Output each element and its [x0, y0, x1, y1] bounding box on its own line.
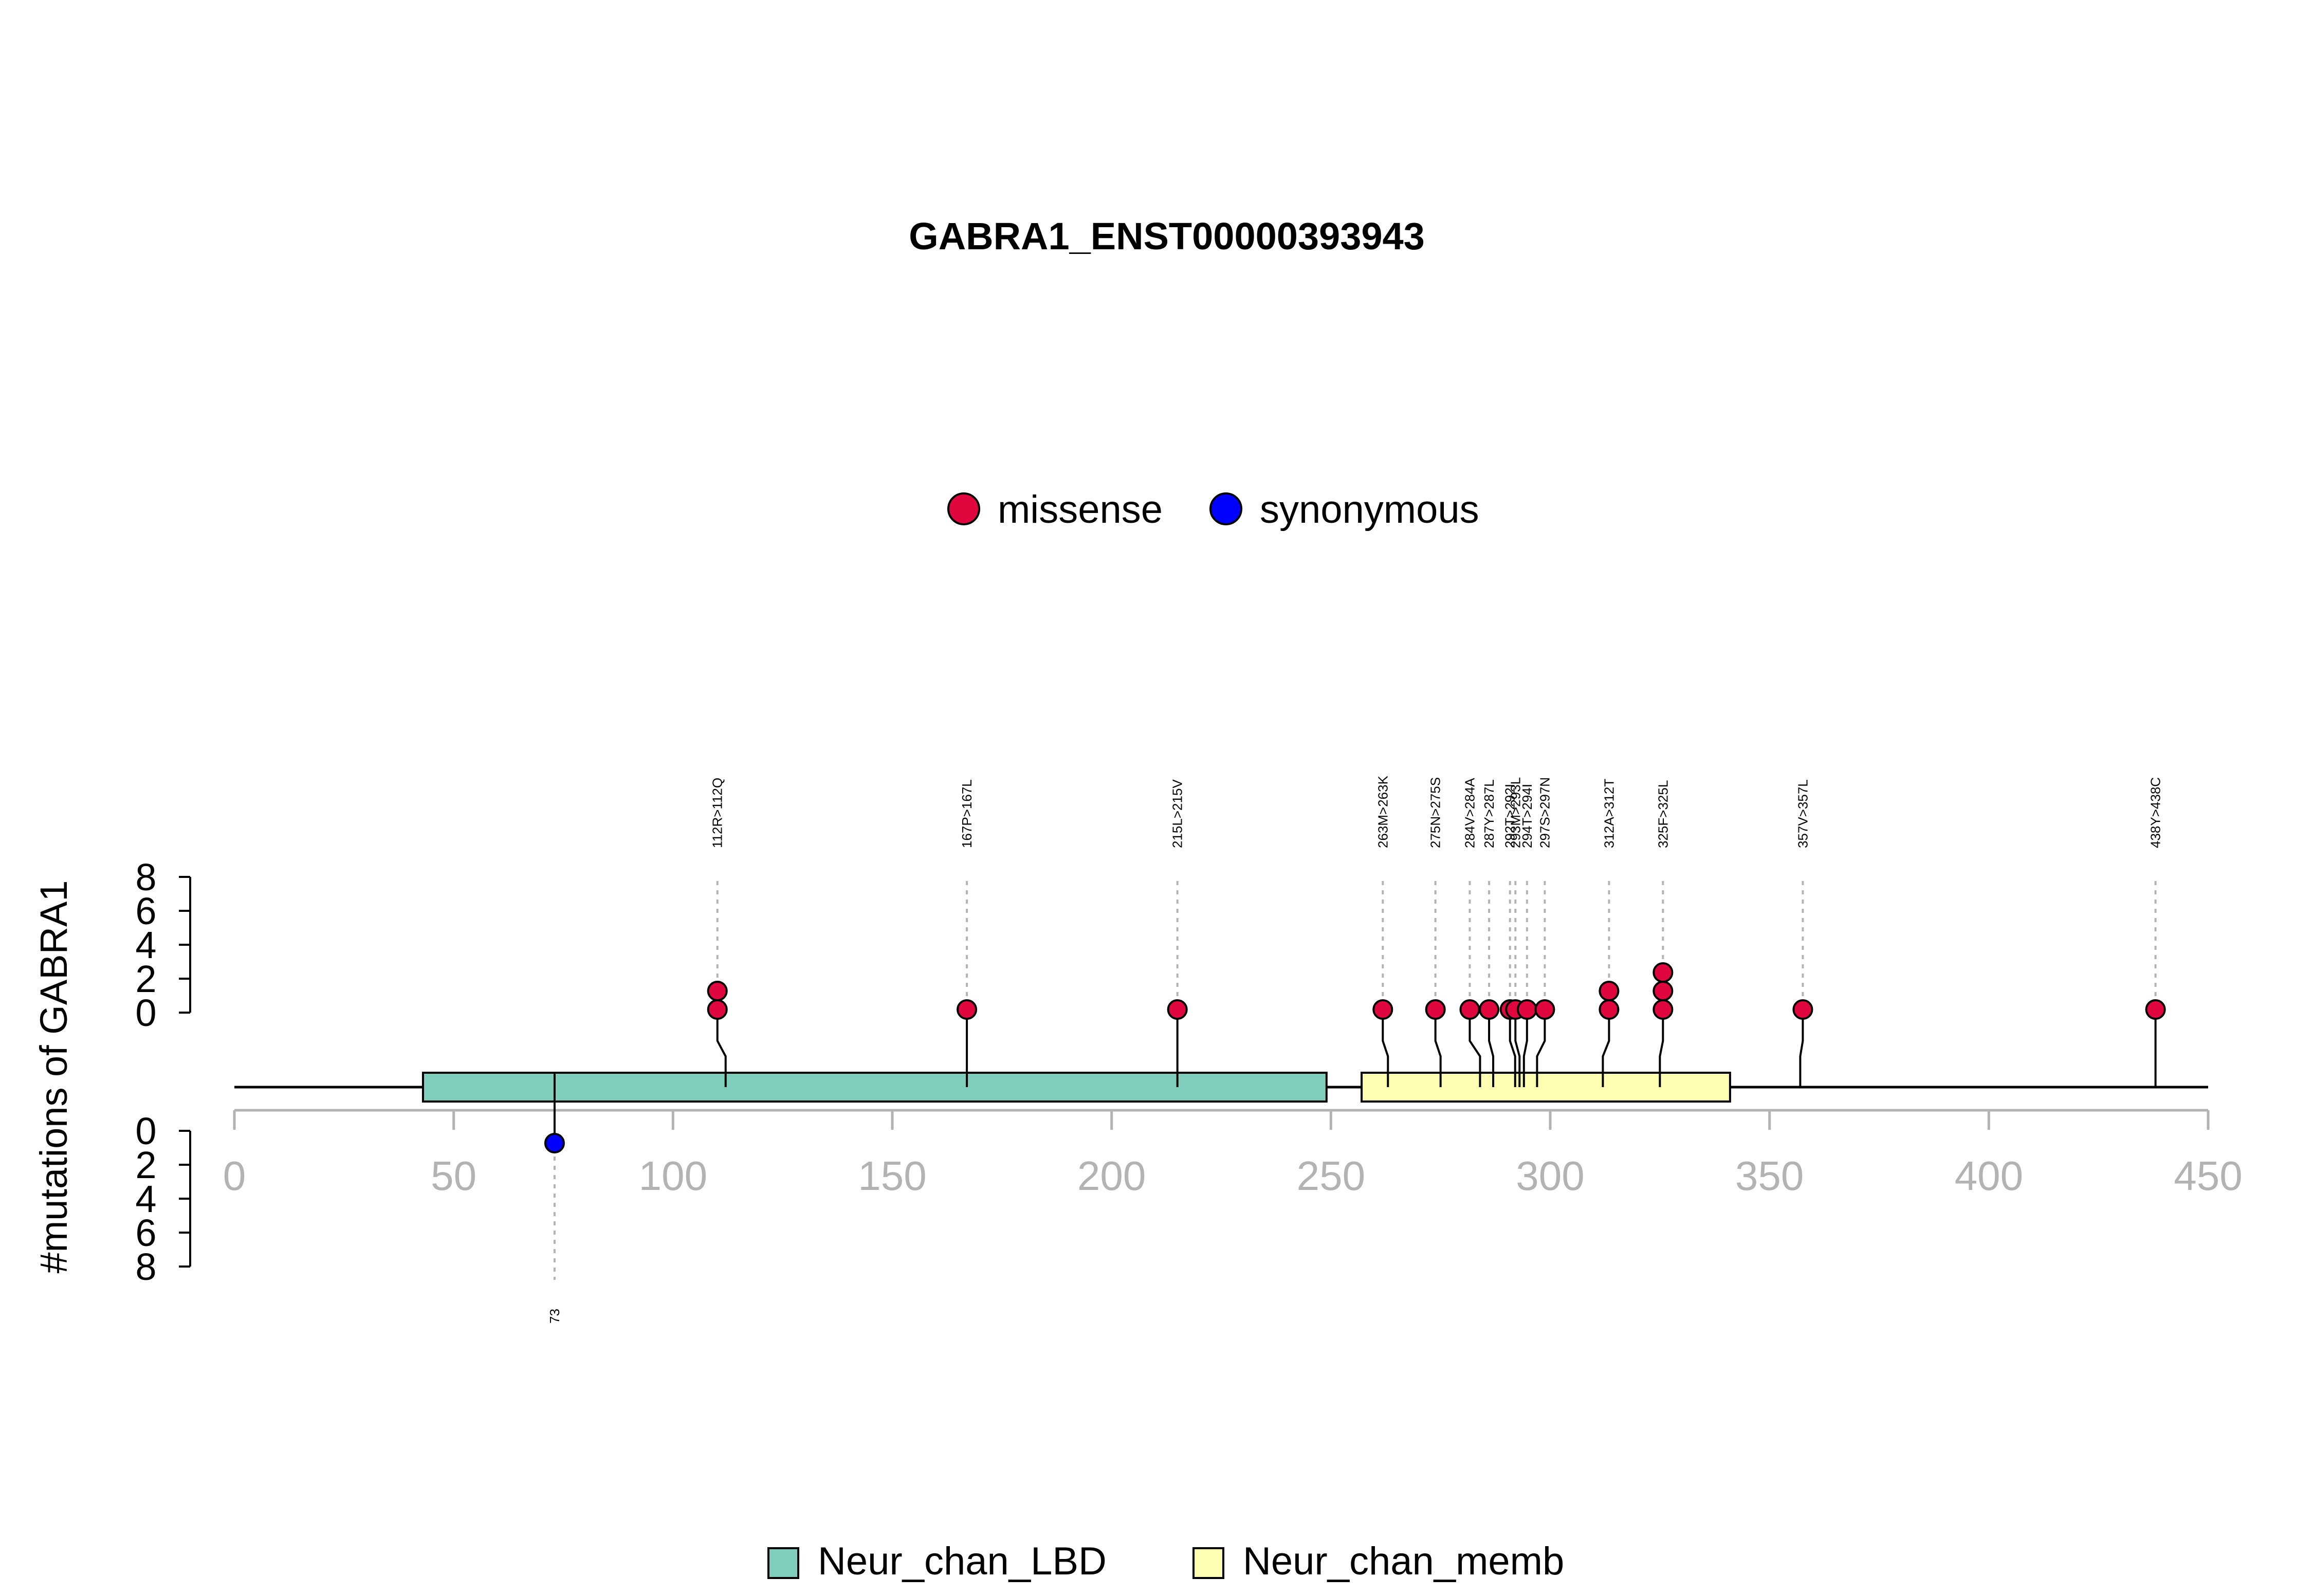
- y-tick-label-top: 8: [135, 856, 156, 898]
- x-tick-label: 450: [2174, 1153, 2242, 1199]
- mutation-point: [1516, 999, 1537, 1020]
- mutation-stick: [1659, 1019, 1664, 1087]
- mutation-point: [1167, 999, 1188, 1020]
- x-tick-label: 100: [639, 1153, 707, 1199]
- legend-swatch-Neur_chan_LBD: [767, 1547, 799, 1579]
- mutation-point: [1425, 999, 1446, 1020]
- mutation-stick: [1522, 1019, 1528, 1087]
- mutation-label: 275N>275S: [1428, 777, 1443, 848]
- legend-marker-missense: [947, 492, 980, 525]
- mutation-label: 215L>215V: [1170, 779, 1185, 848]
- domain-Neur_chan_memb: [1361, 1072, 1731, 1103]
- legend-label-synonymous: synonymous: [1260, 488, 1479, 531]
- legend-swatch-Neur_chan_memb: [1192, 1547, 1224, 1579]
- y-tick-label-top: 4: [135, 924, 156, 966]
- mutation-label: 438Y>438C: [2148, 777, 2163, 848]
- mutation-point: [1599, 999, 1620, 1020]
- mutation-stick: [1514, 1019, 1521, 1087]
- y-tick-label-bottom: 6: [135, 1212, 156, 1254]
- mutation-label: 284V>284A: [1462, 778, 1477, 848]
- mutation-label: 357V>357L: [1795, 779, 1810, 848]
- mutation-point: [1653, 999, 1674, 1020]
- x-tick-label: 150: [858, 1153, 926, 1199]
- mutation-label: 112R>112Q: [710, 778, 725, 848]
- mutation-stick: [1488, 1019, 1495, 1087]
- mutation-point: [1653, 981, 1674, 1001]
- mutation-stick: [1468, 1019, 1481, 1087]
- mutation-point: [544, 1133, 565, 1153]
- chart-title: GABRA1_ENST00000393943: [909, 215, 1425, 258]
- mutation-point: [1372, 999, 1393, 1020]
- y-axis-label: #mutations of GABRA1: [32, 880, 75, 1273]
- mutation-label: 312A>312T: [1601, 779, 1617, 848]
- plot-area: Neur_chan_LBD Neur_chan_memb missense synon…: [135, 488, 2242, 1583]
- mutation-label: 293M>293L: [1508, 777, 1523, 848]
- mutation-stick: [1799, 1019, 1804, 1087]
- x-tick-label: 250: [1297, 1153, 1365, 1199]
- mutation-label: 292T>292I: [1502, 784, 1518, 848]
- x-tick-label: 300: [1516, 1153, 1584, 1199]
- x-tick-label: 350: [1735, 1153, 1804, 1199]
- mutation-stick: [1509, 1019, 1516, 1087]
- legend-label-Neur_chan_memb: Neur_chan_memb: [1243, 1539, 1564, 1583]
- mutation-label: 297S>297N: [1537, 777, 1552, 848]
- mutation-stick: [1602, 1019, 1610, 1087]
- mutation-stick: [1382, 1019, 1389, 1087]
- mutation-label: 167P>167L: [959, 779, 975, 848]
- legend-marker-synonymous: [1209, 492, 1242, 525]
- mutation-stick: [716, 1019, 727, 1087]
- mutation-label: 294T>294I: [1519, 784, 1535, 848]
- mutation-point: [707, 981, 728, 1001]
- y-tick-label-top: 6: [135, 890, 156, 932]
- domain-Neur_chan_LBD: [421, 1072, 1328, 1103]
- x-tick-label: 50: [431, 1153, 476, 1199]
- mutation-stick: [1536, 1019, 1546, 1087]
- mutation-point: [1459, 999, 1480, 1020]
- mutation-point: [1653, 962, 1674, 983]
- y-tick-label-bottom: 8: [135, 1245, 156, 1288]
- mutation-label: 325F>325L: [1655, 780, 1670, 848]
- mutation-label: 73: [547, 1309, 562, 1324]
- y-tick-label-top: 0: [135, 992, 156, 1034]
- mutation-point: [1792, 999, 1813, 1020]
- y-tick-label-top: 2: [135, 958, 156, 1000]
- mutation-point: [2145, 999, 2166, 1020]
- mutation-label: 263M>263K: [1375, 775, 1390, 848]
- mutation-stick: [1434, 1019, 1442, 1087]
- mutation-point: [1534, 999, 1555, 1020]
- legend-label-missense: missense: [998, 488, 1163, 531]
- x-tick-label: 400: [1955, 1153, 2023, 1199]
- x-tick-label: 200: [1077, 1153, 1146, 1199]
- legend-label-Neur_chan_LBD: Neur_chan_LBD: [818, 1539, 1107, 1583]
- mutation-point: [707, 999, 728, 1020]
- mutation-point: [1479, 999, 1500, 1020]
- y-tick-label-bottom: 0: [135, 1110, 156, 1152]
- mutation-label: 287Y>287L: [1481, 779, 1497, 848]
- mutation-point: [957, 999, 978, 1020]
- mutation-point: [1599, 981, 1620, 1001]
- y-tick-label-bottom: 4: [135, 1178, 156, 1220]
- y-tick-label-bottom: 2: [135, 1144, 156, 1186]
- x-tick-label: 0: [223, 1153, 246, 1199]
